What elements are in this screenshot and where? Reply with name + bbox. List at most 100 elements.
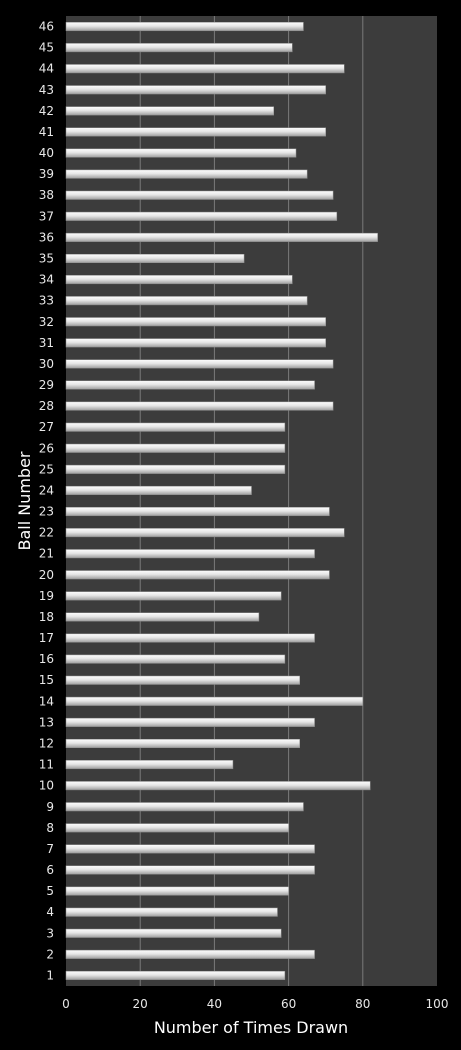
y-tick-label: 39 bbox=[39, 167, 54, 181]
y-tick-label: 8 bbox=[46, 821, 54, 835]
y-tick-label: 19 bbox=[39, 589, 54, 603]
x-tick-label: 0 bbox=[62, 997, 70, 1011]
y-tick-label: 24 bbox=[39, 483, 54, 497]
bar bbox=[65, 296, 308, 306]
y-tick-label: 18 bbox=[39, 610, 54, 624]
bar bbox=[65, 633, 315, 643]
y-tick-label: 43 bbox=[39, 83, 54, 97]
bar bbox=[65, 401, 334, 411]
y-tick-label: 44 bbox=[39, 62, 54, 76]
bar bbox=[65, 949, 315, 959]
y-tick-labels: 1234567891011121314151617181920212223242… bbox=[39, 20, 54, 983]
bar bbox=[65, 317, 326, 327]
bar bbox=[65, 760, 234, 770]
bar bbox=[65, 591, 282, 601]
y-tick-label: 28 bbox=[39, 399, 54, 413]
x-tick-label: 60 bbox=[281, 997, 296, 1011]
bar bbox=[65, 422, 286, 432]
y-tick-label: 13 bbox=[39, 715, 54, 729]
bar bbox=[65, 928, 282, 938]
bar bbox=[65, 612, 260, 622]
bar bbox=[65, 464, 286, 474]
y-tick-label: 21 bbox=[39, 547, 54, 561]
y-tick-label: 16 bbox=[39, 652, 54, 666]
bar bbox=[65, 85, 326, 95]
y-tick-label: 26 bbox=[39, 441, 54, 455]
bar bbox=[65, 338, 326, 348]
x-tick-label: 40 bbox=[207, 997, 222, 1011]
bar bbox=[65, 169, 308, 179]
bar bbox=[65, 22, 304, 32]
y-tick-label: 1 bbox=[46, 968, 54, 982]
bar bbox=[65, 823, 289, 833]
y-tick-label: 2 bbox=[46, 947, 54, 961]
y-tick-label: 20 bbox=[39, 568, 54, 582]
bar bbox=[65, 675, 300, 685]
y-tick-label: 11 bbox=[39, 758, 54, 772]
bar bbox=[65, 717, 315, 727]
x-axis-title: Number of Times Drawn bbox=[154, 1018, 348, 1037]
x-tick-label: 100 bbox=[426, 997, 449, 1011]
bar bbox=[65, 886, 289, 896]
bar bbox=[65, 865, 315, 875]
bar bbox=[65, 211, 338, 221]
bar bbox=[65, 570, 330, 580]
bar bbox=[65, 275, 293, 285]
y-tick-label: 40 bbox=[39, 146, 54, 160]
x-tick-label: 80 bbox=[355, 997, 370, 1011]
bar bbox=[65, 970, 286, 980]
x-tick-labels: 0 20 40 60 80 100 bbox=[62, 997, 448, 1011]
bar bbox=[65, 802, 304, 812]
plot-area bbox=[66, 16, 437, 986]
y-tick-label: 41 bbox=[39, 125, 54, 139]
bar bbox=[65, 380, 315, 390]
y-tick-label: 29 bbox=[39, 378, 54, 392]
bars bbox=[65, 22, 378, 980]
y-tick-label: 45 bbox=[39, 41, 54, 55]
bar bbox=[65, 654, 286, 664]
bar bbox=[65, 254, 245, 263]
bar bbox=[65, 844, 315, 854]
y-tick-label: 46 bbox=[39, 20, 54, 34]
bar bbox=[65, 43, 293, 53]
bar bbox=[65, 528, 345, 538]
y-tick-label: 6 bbox=[46, 863, 54, 877]
y-tick-label: 38 bbox=[39, 188, 54, 202]
y-tick-label: 33 bbox=[39, 294, 54, 308]
x-tick-label: 20 bbox=[133, 997, 148, 1011]
bar bbox=[65, 359, 334, 369]
y-tick-label: 10 bbox=[39, 779, 54, 793]
bar bbox=[65, 64, 345, 74]
bar bbox=[65, 106, 275, 116]
y-tick-label: 7 bbox=[46, 842, 54, 856]
y-tick-label: 4 bbox=[46, 905, 54, 919]
bar bbox=[65, 696, 364, 706]
y-tick-label: 25 bbox=[39, 462, 54, 476]
y-tick-label: 23 bbox=[39, 505, 54, 519]
y-tick-label: 3 bbox=[46, 926, 54, 940]
y-tick-label: 30 bbox=[39, 357, 54, 371]
bar bbox=[65, 739, 300, 748]
y-tick-label: 42 bbox=[39, 104, 54, 118]
bar bbox=[65, 443, 286, 453]
y-tick-label: 34 bbox=[39, 273, 54, 287]
y-tick-label: 15 bbox=[39, 673, 54, 687]
y-tick-label: 31 bbox=[39, 336, 54, 350]
bar bbox=[65, 127, 326, 137]
bar bbox=[65, 781, 371, 791]
y-tick-label: 17 bbox=[39, 631, 54, 645]
bar bbox=[65, 507, 330, 517]
y-tick-label: 5 bbox=[46, 884, 54, 898]
y-axis-title: Ball Number bbox=[15, 451, 34, 550]
y-tick-label: 37 bbox=[39, 209, 54, 223]
bar bbox=[65, 232, 378, 242]
y-tick-label: 12 bbox=[39, 737, 54, 751]
y-tick-label: 35 bbox=[39, 252, 54, 266]
y-tick-label: 36 bbox=[39, 230, 54, 244]
y-tick-label: 32 bbox=[39, 315, 54, 329]
y-tick-label: 22 bbox=[39, 526, 54, 540]
bar bbox=[65, 485, 252, 495]
bar bbox=[65, 148, 297, 158]
bar bbox=[65, 549, 315, 559]
